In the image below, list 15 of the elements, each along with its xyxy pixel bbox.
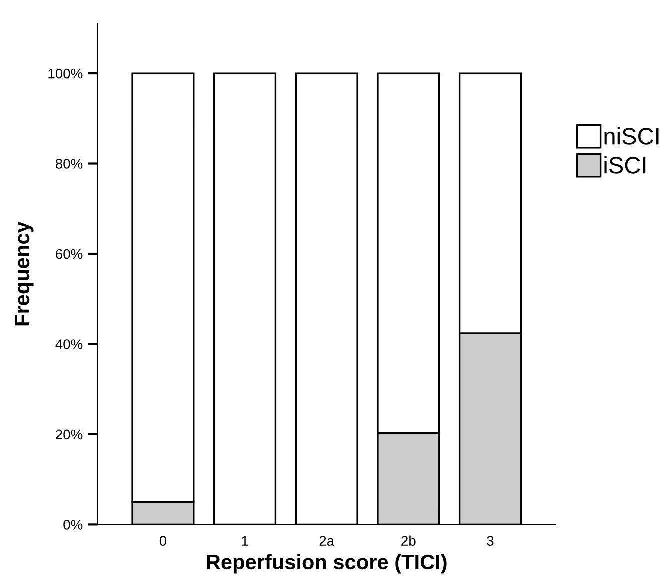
legend-label: iSCI (604, 156, 646, 174)
y-tick-label: 20% (56, 430, 83, 440)
x-tick-label: 3 (487, 536, 494, 546)
y-axis-title: Frequency (15, 222, 34, 326)
y-tick-label: 40% (56, 340, 83, 350)
x-tick-label: 2b (402, 536, 416, 546)
y-tick-label: 60% (56, 249, 83, 260)
legend-label: niSCI (604, 128, 659, 145)
y-tick-label: 80% (56, 159, 83, 169)
x-axis-title: Reperfusion score (TICI) (207, 554, 447, 574)
y-tick-label: 100% (48, 68, 83, 79)
x-tick-label: 1 (242, 536, 248, 546)
x-tick-label: 0 (160, 536, 167, 546)
x-tick-label: 2a (320, 536, 335, 546)
y-tick-label: 0% (64, 520, 83, 530)
